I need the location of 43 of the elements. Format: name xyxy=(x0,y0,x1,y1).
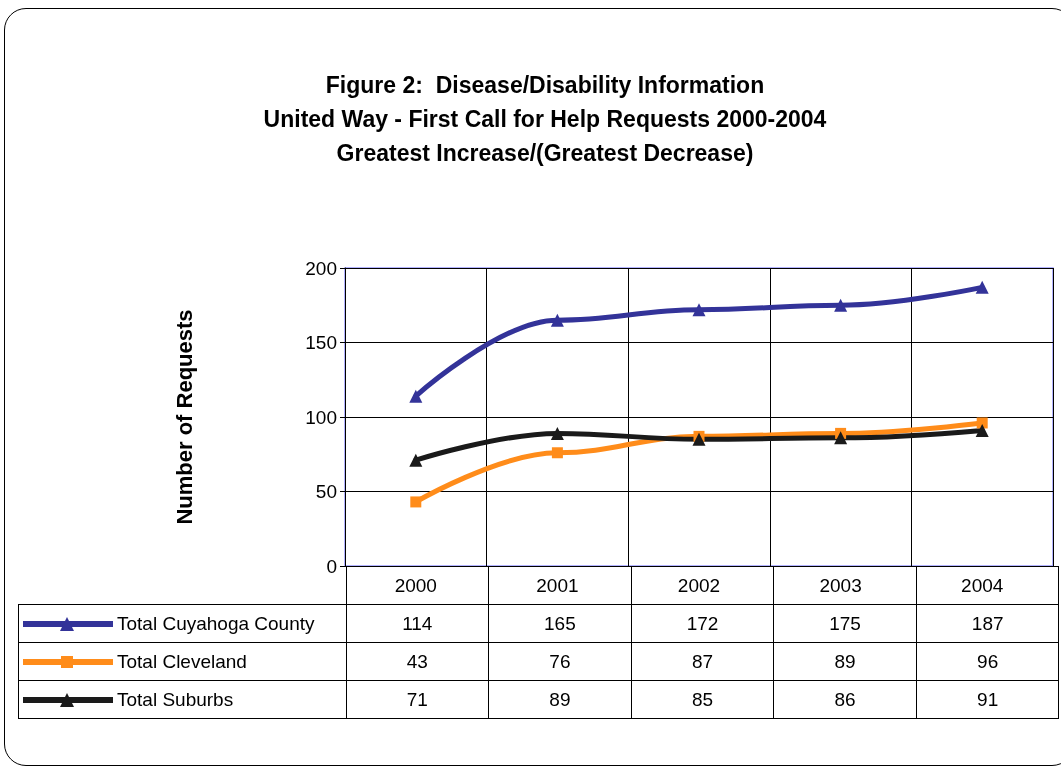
chart-title: Figure 2: Disease/Disability Information United Way - First Call for Help Requests 2000-2004 Greatest Increase/(Greatest Decrease) xyxy=(263,72,827,166)
data-label: 43 xyxy=(346,642,489,681)
data-label: 91 xyxy=(916,680,1059,719)
data-label: 165 xyxy=(488,604,632,643)
data-label: 172 xyxy=(631,604,774,643)
point xyxy=(692,432,706,446)
legend-label: Total Cleveland xyxy=(117,650,247,672)
x-tick-label: 2002 xyxy=(677,575,721,596)
x-tick-label: 2003 xyxy=(819,575,862,596)
data-label: 114 xyxy=(346,604,489,643)
data-label: 89 xyxy=(488,680,632,719)
data-label: 187 xyxy=(916,604,1059,643)
point xyxy=(410,496,422,508)
y-tick-label: 0 xyxy=(326,555,337,577)
x-tick-label: 2001 xyxy=(536,575,579,596)
point xyxy=(834,298,848,312)
point xyxy=(550,313,564,327)
x-tick-label: 2000 xyxy=(394,575,437,596)
data-label: 96 xyxy=(916,642,1059,681)
point xyxy=(550,426,564,440)
point xyxy=(975,423,989,437)
legend-label: Total Cuyahoga County xyxy=(117,612,315,634)
point xyxy=(975,280,989,294)
y-tick-label: 200 xyxy=(305,257,337,279)
data-label: 175 xyxy=(773,604,917,643)
point xyxy=(409,389,423,403)
point xyxy=(976,417,988,429)
legend-label: Total Suburbs xyxy=(117,688,234,710)
data-label: 86 xyxy=(773,680,917,719)
point xyxy=(409,453,423,467)
data-label: 85 xyxy=(631,680,774,719)
x-tick-label: 2004 xyxy=(961,575,1004,596)
point xyxy=(692,303,706,317)
data-label: 76 xyxy=(488,642,632,681)
y-tick-label: 100 xyxy=(305,406,337,428)
y-tick-label: 50 xyxy=(315,481,337,502)
data-label: 71 xyxy=(346,680,489,719)
data-label: 87 xyxy=(631,642,774,681)
point xyxy=(551,447,563,459)
data-label: 89 xyxy=(773,642,917,681)
y-axis-title: Number of Requests xyxy=(171,309,197,525)
y-tick-label: 150 xyxy=(305,332,337,353)
point xyxy=(834,431,848,445)
